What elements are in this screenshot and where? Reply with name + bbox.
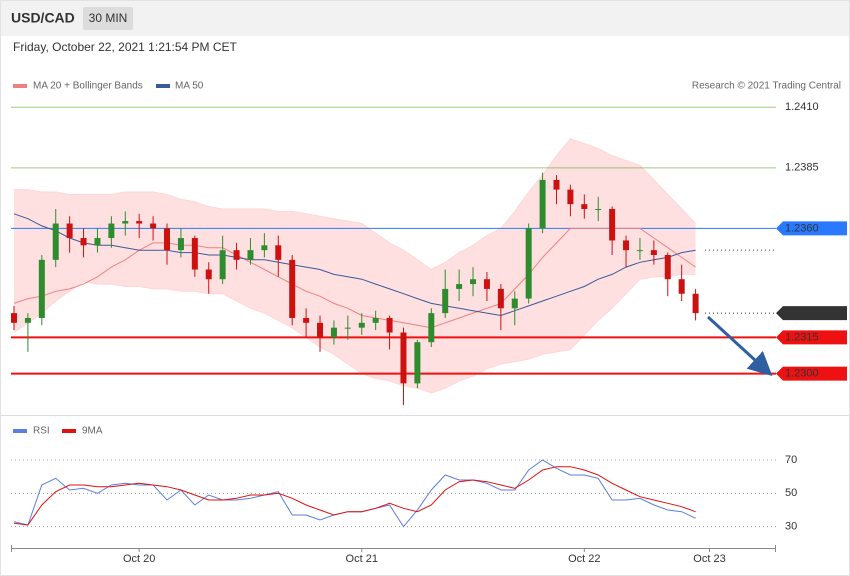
candle-body bbox=[664, 255, 671, 280]
level-label: 1.2385 bbox=[785, 162, 819, 174]
candle-body bbox=[636, 250, 643, 252]
y-tick-label: 30 bbox=[785, 521, 797, 533]
level-badge bbox=[776, 221, 847, 236]
x-tick-label: Oct 23 bbox=[693, 553, 725, 565]
bollinger-band bbox=[14, 138, 696, 393]
level-badge bbox=[776, 366, 847, 381]
ma20-line bbox=[13, 227, 696, 329]
symbol: USD/CAD bbox=[11, 10, 75, 26]
candle-body bbox=[122, 221, 129, 224]
legend-swatch bbox=[13, 429, 27, 433]
candle-body bbox=[581, 204, 588, 209]
candle-body bbox=[456, 284, 463, 289]
legend-swatch bbox=[156, 84, 170, 88]
band-upper bbox=[14, 138, 696, 271]
interval[interactable]: 30 MIN bbox=[89, 11, 128, 25]
candle-body bbox=[372, 317, 379, 323]
candle-body bbox=[650, 250, 657, 255]
candle-body bbox=[289, 259, 296, 318]
candle-body bbox=[595, 208, 602, 210]
candle-body bbox=[80, 238, 87, 246]
candle-body bbox=[94, 238, 101, 246]
y-tick-label: 50 bbox=[785, 487, 797, 499]
legend-swatch bbox=[13, 84, 27, 88]
candle-body bbox=[470, 279, 477, 285]
legend-label: MA 20 + Bollinger Bands bbox=[33, 81, 143, 92]
candle-body bbox=[497, 288, 504, 309]
level-label: 1.2300 bbox=[785, 368, 819, 380]
candle-body bbox=[233, 250, 240, 260]
candle-body bbox=[108, 223, 115, 239]
candle-body bbox=[539, 179, 546, 229]
candle-body bbox=[191, 238, 198, 270]
x-tick-label: Oct 20 bbox=[123, 553, 155, 565]
candle-body bbox=[442, 288, 449, 314]
timestamp: Friday, October 22, 2021 1:21:54 PM CET bbox=[13, 40, 238, 54]
candle-body bbox=[511, 298, 518, 309]
candle-body bbox=[623, 240, 630, 251]
candle-body bbox=[609, 208, 616, 241]
candle-body bbox=[344, 327, 351, 329]
y-tick-label: 70 bbox=[785, 454, 797, 466]
candle-body bbox=[317, 322, 324, 338]
candle-body bbox=[38, 259, 45, 318]
candle-body bbox=[261, 245, 268, 251]
x-tick-label: Oct 22 bbox=[568, 553, 600, 565]
candle-body bbox=[525, 228, 532, 299]
candle-body bbox=[553, 179, 560, 190]
candle-body bbox=[136, 221, 143, 224]
candle-body bbox=[303, 317, 310, 323]
legend-label: RSI bbox=[33, 426, 50, 437]
legend-swatch bbox=[62, 429, 76, 433]
candle-body bbox=[678, 279, 685, 294]
candle-body bbox=[428, 313, 435, 343]
interval-badge[interactable] bbox=[83, 7, 133, 30]
candle-body bbox=[483, 279, 490, 289]
forecast-arrow bbox=[706, 315, 773, 377]
candle-body bbox=[150, 223, 157, 229]
credit: Research © 2021 Trading Central bbox=[692, 81, 841, 92]
candle-body bbox=[11, 313, 17, 323]
candle-body bbox=[177, 238, 184, 251]
candle-body bbox=[330, 327, 337, 338]
level-label: 1.2315 bbox=[785, 331, 819, 343]
series-line bbox=[13, 466, 696, 526]
candle-body bbox=[205, 269, 212, 280]
level-label: 1.2325 bbox=[785, 307, 819, 319]
legend-label: MA 50 bbox=[175, 81, 204, 92]
level-label: 1.2360 bbox=[785, 222, 819, 234]
candle-body bbox=[358, 322, 365, 328]
candle-body bbox=[692, 293, 699, 314]
candle-body bbox=[66, 223, 73, 239]
header-bar bbox=[1, 1, 849, 36]
candle-body bbox=[386, 317, 393, 333]
candle-body bbox=[567, 189, 574, 205]
level-badge bbox=[776, 330, 847, 345]
candle-body bbox=[247, 250, 254, 260]
candle-body bbox=[219, 250, 226, 280]
candle-body bbox=[24, 317, 31, 323]
candle-body bbox=[52, 223, 59, 260]
ma50-line bbox=[13, 213, 696, 317]
legend-label: 9MA bbox=[82, 426, 103, 437]
candle-body bbox=[164, 228, 171, 251]
level-label: 1.2410 bbox=[785, 101, 819, 113]
candle-body bbox=[414, 342, 421, 384]
level-badge bbox=[776, 306, 847, 321]
candle-body bbox=[275, 245, 282, 260]
candle-body bbox=[400, 332, 407, 384]
x-tick-label: Oct 21 bbox=[346, 553, 378, 565]
